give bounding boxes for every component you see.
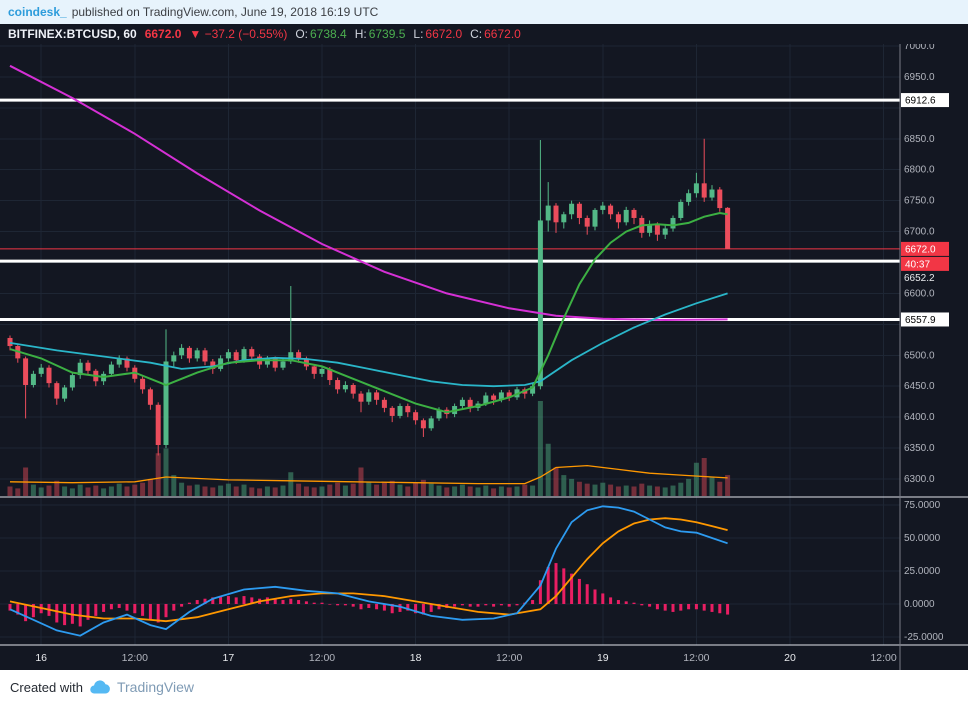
pane-separators: [0, 44, 968, 670]
volume-ma-line: [9, 464, 728, 485]
svg-text:7000.0: 7000.0: [904, 44, 935, 52]
svg-text:6850.0: 6850.0: [904, 134, 935, 145]
price-change: ▼ −37.2 (−0.55%): [189, 27, 288, 41]
svg-text:40:37: 40:37: [905, 259, 930, 270]
chart-shell: BITFINEX:BTCUSD, 60 6672.0 ▼ −37.2 (−0.5…: [0, 24, 968, 670]
svg-text:75.0000: 75.0000: [904, 500, 941, 511]
svg-text:16: 16: [35, 652, 47, 664]
svg-text:6450.0: 6450.0: [904, 381, 935, 392]
author-link[interactable]: coindesk_: [8, 5, 67, 19]
price-axis-badges: 6912.6 6672.0 40:37 6652.2 6557.9: [901, 93, 949, 327]
svg-text:25.0000: 25.0000: [904, 566, 941, 577]
svg-text:6750.0: 6750.0: [904, 196, 935, 207]
chart-legend: BITFINEX:BTCUSD, 60 6672.0 ▼ −37.2 (−0.5…: [0, 24, 968, 44]
svg-text:6300.0: 6300.0: [904, 474, 935, 485]
volume-bars: [7, 401, 731, 496]
svg-text:6350.0: 6350.0: [904, 443, 935, 454]
svg-text:6912.6: 6912.6: [905, 96, 936, 107]
created-with-label: Created with: [10, 679, 83, 695]
footer: Created with TradingView: [0, 670, 968, 704]
moving-averages: [9, 64, 728, 414]
svg-text:18: 18: [410, 652, 422, 664]
chart-canvas[interactable]: 6300.0 6350.0 6400.0 6450.0 6500.0 6600.0 6700…: [0, 44, 968, 670]
last-price: 6672.0: [144, 27, 182, 41]
svg-text:-25.0000: -25.0000: [904, 632, 944, 643]
tradingview-brand-link[interactable]: TradingView: [116, 679, 195, 695]
close-label: C:: [470, 27, 483, 41]
open-value: 6738.4: [310, 27, 347, 41]
svg-text:6652.2: 6652.2: [904, 273, 935, 284]
publish-info: published on TradingView.com, June 19, 2…: [71, 5, 379, 19]
svg-text:12:00: 12:00: [122, 652, 148, 664]
ma-magenta-line: [9, 64, 728, 322]
open-label: O:: [295, 27, 308, 41]
svg-text:12:00: 12:00: [870, 652, 896, 664]
low-value: 6672.0: [425, 27, 463, 41]
ma-cyan-line: [9, 292, 728, 388]
svg-text:19: 19: [597, 652, 609, 664]
chart-background: [0, 44, 968, 670]
time-axis[interactable]: 16 12:00 17 12:00 18 12:00 19 12:00 20 12:00: [35, 652, 897, 664]
svg-text:12:00: 12:00: [309, 652, 335, 664]
svg-text:6800.0: 6800.0: [904, 165, 935, 176]
svg-text:20: 20: [784, 652, 796, 664]
ohlc-close: C: 6672.0: [470, 27, 521, 41]
candlesticks: [7, 138, 731, 456]
ohlc-open: O: 6738.4: [295, 27, 346, 41]
svg-text:6400.0: 6400.0: [904, 412, 935, 423]
oscillator-signal-line: [9, 517, 728, 623]
high-value: 6739.5: [368, 27, 406, 41]
svg-text:50.0000: 50.0000: [904, 533, 941, 544]
ma-green-line: [9, 211, 728, 414]
svg-text:17: 17: [223, 652, 235, 664]
high-label: H:: [354, 27, 367, 41]
ohlc-low: L: 6672.0: [413, 27, 462, 41]
price-axis[interactable]: 6300.0 6350.0 6400.0 6450.0 6500.0 6600.0 6700…: [904, 44, 944, 643]
svg-text:6600.0: 6600.0: [904, 288, 935, 299]
svg-text:6557.9: 6557.9: [905, 315, 936, 326]
oscillator-main-line: [9, 505, 728, 637]
oscillator-pane: [8, 505, 730, 637]
svg-text:6672.0: 6672.0: [905, 244, 936, 255]
tradingview-cloud-icon[interactable]: [89, 679, 111, 695]
symbol-interval[interactable]: BITFINEX:BTCUSD, 60: [8, 27, 137, 41]
publish-banner: coindesk_ published on TradingView.com, …: [0, 0, 968, 24]
close-value: 6672.0: [484, 27, 521, 41]
horizontal-price-lines[interactable]: [0, 98, 900, 321]
svg-text:12:00: 12:00: [683, 652, 709, 664]
price-axis-background[interactable]: [900, 44, 968, 670]
svg-text:12:00: 12:00: [496, 652, 522, 664]
ohlc-high: H: 6739.5: [355, 27, 406, 41]
svg-text:6500.0: 6500.0: [904, 350, 935, 361]
svg-text:6950.0: 6950.0: [904, 72, 935, 83]
low-label: L:: [413, 27, 424, 41]
svg-text:0.0000: 0.0000: [904, 599, 935, 610]
svg-text:6700.0: 6700.0: [904, 227, 935, 238]
